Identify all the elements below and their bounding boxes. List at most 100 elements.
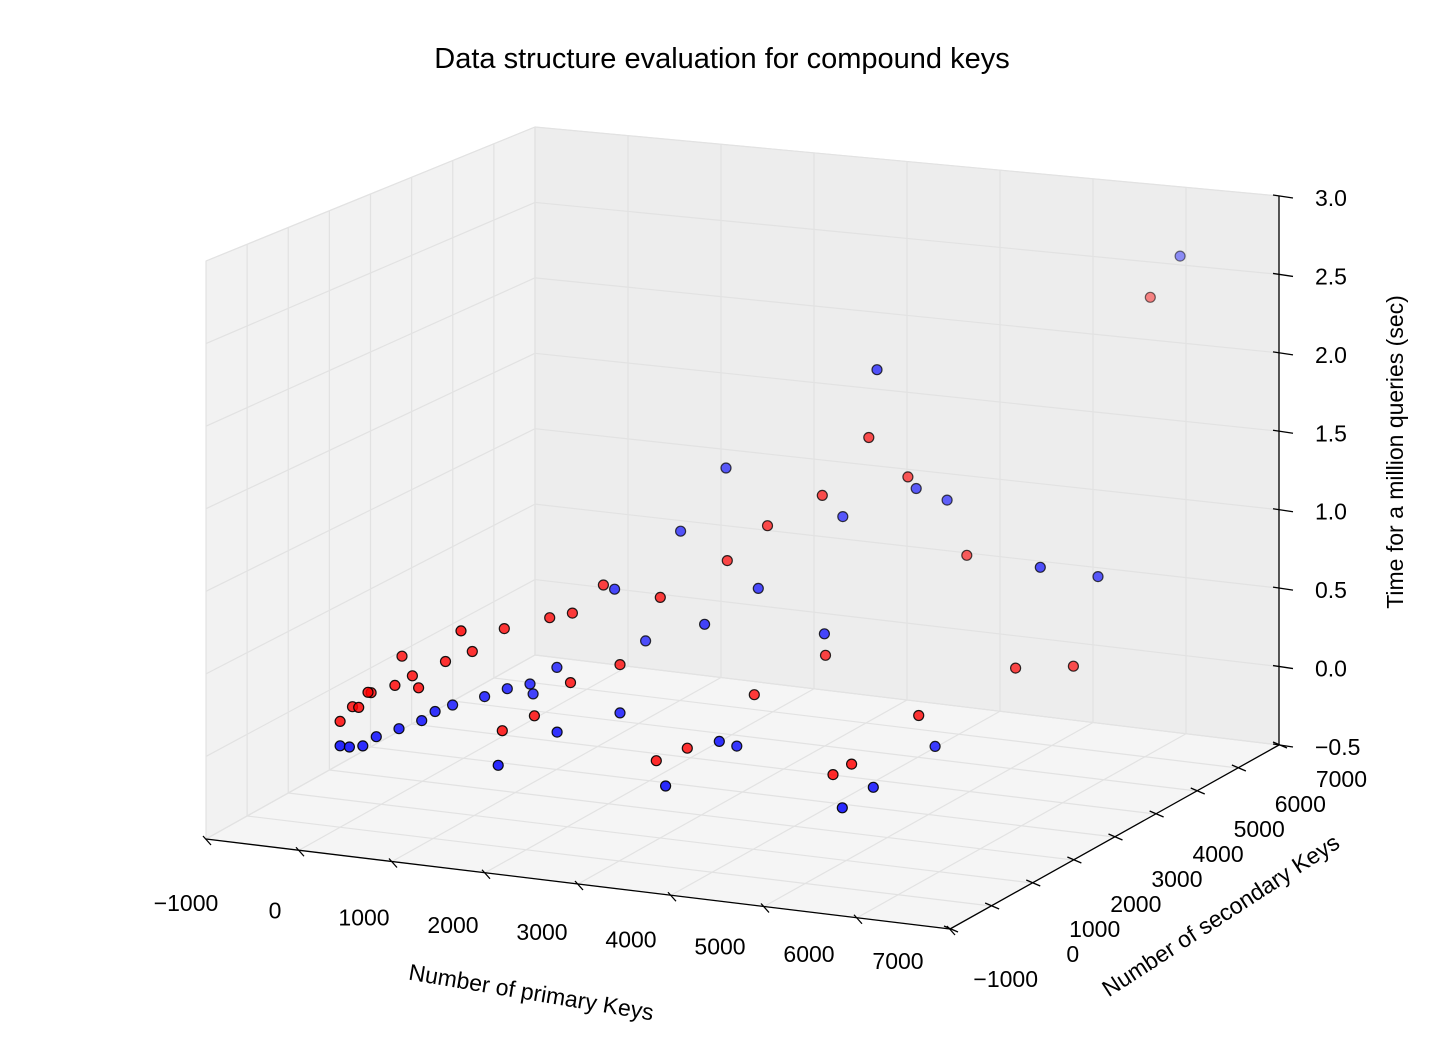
- data-point: [608, 583, 621, 595]
- data-point: [748, 689, 760, 701]
- y-tick-mark: [1149, 810, 1164, 818]
- data-point: [836, 802, 848, 814]
- data-point: [527, 688, 539, 700]
- data-point: [910, 482, 922, 495]
- data-point: [818, 628, 831, 640]
- grid-line-z-back: [534, 201, 1280, 276]
- data-point: [544, 612, 556, 624]
- data-point: [1034, 561, 1046, 573]
- x-tick-mark: [667, 891, 677, 902]
- z-tick-mark: [1272, 508, 1294, 513]
- data-point: [650, 755, 662, 767]
- data-point: [416, 714, 428, 727]
- data-point: [941, 494, 953, 506]
- data-point: [720, 462, 732, 474]
- data-point: [827, 768, 839, 781]
- grid-line-y-floor: [329, 769, 1074, 861]
- data-point: [551, 661, 563, 674]
- grid-line-z-left: [205, 428, 536, 592]
- y-tick-label: 0: [1066, 941, 1079, 967]
- data-point: [659, 780, 672, 792]
- data-point: [492, 759, 504, 771]
- grid-line-z-left: [205, 352, 536, 510]
- data-point: [721, 554, 733, 567]
- data-point: [479, 690, 491, 703]
- data-point: [961, 549, 973, 561]
- z-tick-label: −0.5: [1315, 734, 1360, 760]
- y-tick-mark: [984, 902, 1000, 910]
- x-axis-label: Number of primary Keys: [407, 959, 656, 1026]
- y-tick-label: 2000: [1110, 891, 1161, 917]
- data-point: [837, 510, 849, 523]
- y-tick-label: 4000: [1192, 841, 1243, 867]
- z-tick-label: 1.5: [1315, 420, 1347, 446]
- data-point: [466, 645, 478, 658]
- data-point: [1009, 662, 1022, 674]
- data-point: [370, 731, 382, 743]
- data-point: [816, 489, 828, 501]
- data-point: [845, 758, 858, 770]
- data-point: [334, 715, 346, 728]
- x-tick-label: 3000: [516, 919, 567, 945]
- data-point: [913, 709, 925, 722]
- x-tick-mark: [202, 835, 212, 846]
- data-point: [439, 655, 452, 668]
- grid-line-z-back: [534, 503, 1280, 589]
- z-tick-label: 0.5: [1315, 577, 1347, 603]
- x-tick-label: −1000: [154, 890, 219, 916]
- grid-line-z-back: [534, 428, 1280, 511]
- z-tick-label: 0.0: [1315, 656, 1347, 682]
- x-tick-mark: [853, 914, 863, 925]
- x-tick-label: 2000: [427, 912, 478, 938]
- z-axis-label: Time for a million queries (sec): [1382, 295, 1408, 609]
- y-tick-mark: [1025, 879, 1041, 887]
- grid-line-z-left: [205, 579, 536, 757]
- grid-line-z-left: [205, 201, 536, 345]
- grid-line-y-floor: [452, 700, 1197, 792]
- x-tick-mark: [481, 869, 491, 880]
- data-point: [447, 699, 459, 711]
- axis-lines: −1000 0 1000 2000 3000 4000 5000 6000 7000−10000…: [154, 185, 1367, 992]
- y-tick-label: 1000: [1069, 916, 1120, 942]
- grid-line-y-floor: [247, 815, 992, 907]
- y-tick-mark: [1067, 856, 1082, 864]
- data-points: [334, 250, 1186, 814]
- data-point: [524, 678, 536, 690]
- x-tick-label: 5000: [694, 934, 745, 960]
- data-point: [396, 650, 408, 662]
- x-tick-label: 4000: [605, 926, 656, 952]
- z-tick-mark: [1272, 743, 1294, 748]
- x-tick-label: 0: [269, 897, 282, 923]
- y-tick-label: 7000: [1316, 766, 1367, 792]
- data-point: [564, 676, 577, 689]
- grid-line-z-left: [205, 277, 536, 427]
- data-point: [674, 525, 687, 537]
- grid-line-z-left: [205, 654, 536, 840]
- grid-line-y-floor: [493, 677, 1238, 769]
- y-tick-mark: [943, 925, 959, 933]
- grid-line-y-floor: [411, 723, 1156, 815]
- z-tick-mark: [1272, 351, 1294, 356]
- data-point: [1174, 250, 1186, 262]
- y-tick-label: −1000: [973, 966, 1038, 992]
- grid-line-z-left: [205, 503, 536, 675]
- data-point: [614, 658, 626, 671]
- z-tick-mark: [1272, 194, 1294, 199]
- z-tick-label: 2.0: [1315, 342, 1347, 368]
- y-tick-label: 3000: [1151, 866, 1202, 892]
- data-point: [1092, 570, 1104, 583]
- grid-line-z-back: [534, 654, 1280, 746]
- grid-line-z-back: [534, 126, 1280, 197]
- chart-title: Data structure evaluation for compound k…: [434, 43, 1009, 75]
- grid-line-z-back: [534, 352, 1280, 432]
- data-point: [1067, 660, 1080, 672]
- x-tick-label: 7000: [872, 948, 923, 974]
- x-tick-label: 6000: [783, 941, 834, 967]
- data-point: [455, 625, 467, 637]
- data-point: [867, 781, 879, 793]
- y-tick-mark: [1231, 764, 1247, 772]
- z-tick-label: 3.0: [1315, 185, 1347, 211]
- data-point: [353, 701, 365, 714]
